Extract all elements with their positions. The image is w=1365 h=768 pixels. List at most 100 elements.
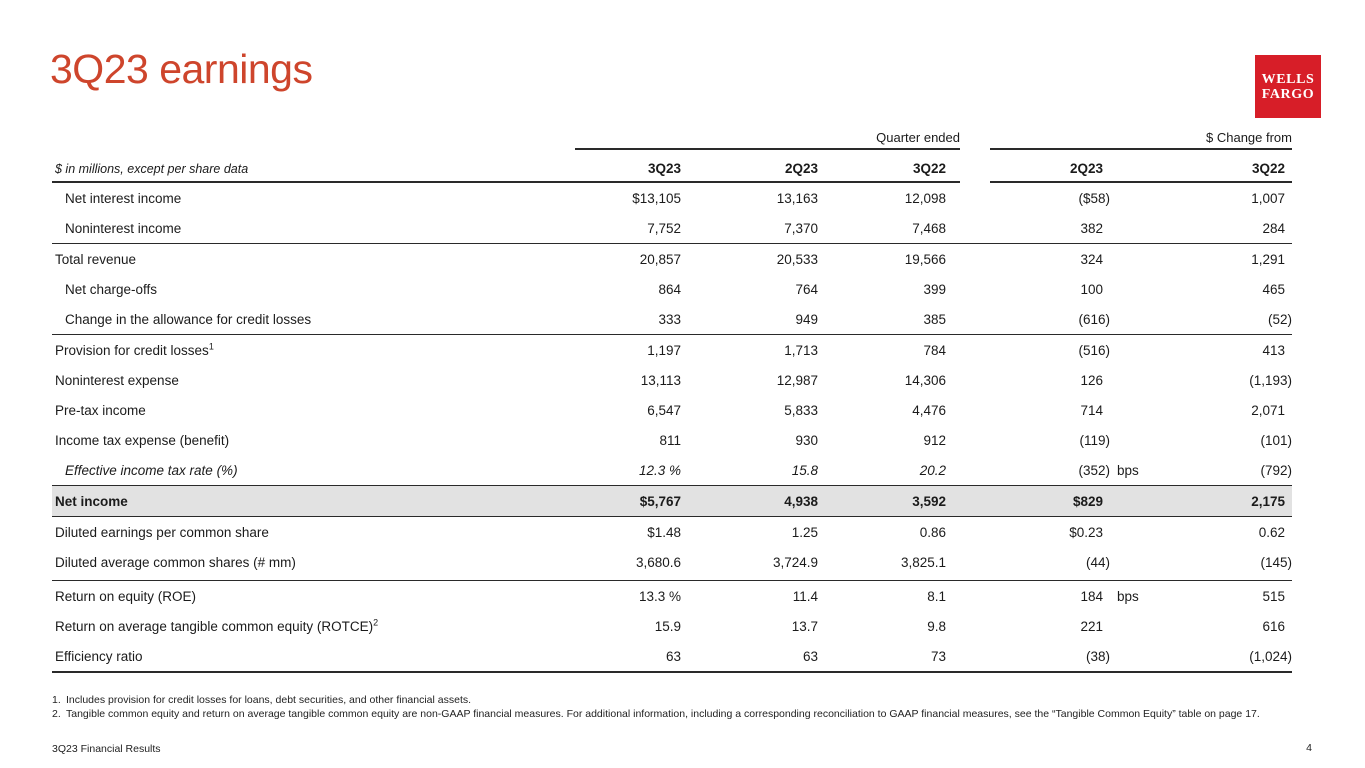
table-note: $ in millions, except per share data [55, 162, 249, 176]
row-label: Diluted average common shares (# mm) [55, 554, 296, 570]
table-row: Noninterest expense 13,113 12,987 14,306… [52, 365, 1292, 395]
cell-2q23: 20,533 [776, 251, 818, 267]
cell-3q22: 385 [923, 311, 946, 327]
row-label: Efficiency ratio [55, 648, 143, 664]
table-row: Net charge-offs 864 764 399 100 465 [52, 274, 1292, 304]
cell-chg-3q22: 2,071 [1251, 402, 1285, 418]
cell-2q23: 4,938 [784, 493, 818, 509]
column-header-row: $ in millions, except per share data 3Q2… [52, 150, 1292, 183]
cell-3q22: 0.86 [919, 524, 946, 540]
table-row: Pre-tax income 6,547 5,833 4,476 714 2,0… [52, 395, 1292, 425]
table-row: Noninterest income 7,752 7,370 7,468 382… [52, 213, 1292, 243]
cell-chg-3q22: (145) [1260, 554, 1292, 570]
cell-chg-3q22: 465 [1262, 281, 1285, 297]
row-label: Return on average tangible common equity… [55, 617, 379, 634]
col-header-2q23: 2Q23 [784, 161, 818, 176]
cell-chg-2q23: (38) [1085, 648, 1110, 664]
cell-3q23: 12.3 % [638, 462, 681, 478]
cell-chg-2q23: (44) [1085, 554, 1110, 570]
cell-chg-3q22: (101) [1260, 432, 1292, 448]
cell-3q22: 8.1 [927, 588, 946, 604]
cell-chg-3q22: 616 [1262, 618, 1285, 634]
cell-2q23: 7,370 [784, 220, 818, 236]
cell-3q22: 912 [923, 432, 946, 448]
cell-3q22: 73 [930, 648, 946, 664]
col-header-3q22: 3Q22 [912, 161, 946, 176]
table-row: Income tax expense (benefit) 811 930 912… [52, 425, 1292, 455]
cell-3q23: $5,767 [639, 493, 681, 509]
cell-chg-2q23: (352) [1078, 462, 1110, 478]
footnote-1-text: Includes provision for credit losses for… [66, 694, 472, 706]
cell-3q23: 63 [665, 648, 681, 664]
cell-3q23: 6,547 [647, 402, 681, 418]
footnote-1: 1. Includes provision for credit losses … [52, 694, 1290, 708]
cell-3q23: 13.3 % [638, 588, 681, 604]
cell-chg-3q22: 515 [1262, 588, 1285, 604]
cell-2q23: 1.25 [791, 524, 818, 540]
cell-3q22: 20.2 [919, 462, 946, 478]
footnotes: 1. Includes provision for credit losses … [52, 694, 1290, 721]
cell-2q23: 13.7 [791, 618, 818, 634]
cell-chg-2q23: $829 [1072, 493, 1103, 509]
cell-bps-unit: bps [1117, 588, 1139, 604]
row-label: Net interest income [65, 190, 182, 206]
cell-3q23: 7,752 [647, 220, 681, 236]
footnote-2-text: Tangible common equity and return on ave… [66, 707, 1260, 720]
col-header-chg-3q22: 3Q22 [1251, 161, 1285, 176]
group-header-row: Quarter ended $ Change from [52, 126, 1292, 150]
footnote-2: 2. Tangible common equity and return on … [52, 708, 1290, 722]
cell-3q23: $1.48 [647, 524, 681, 540]
cell-3q22: 3,825.1 [900, 554, 946, 570]
row-label: Provision for credit losses1 [55, 341, 214, 358]
table-row: Effective income tax rate (%) 12.3 % 15.… [52, 455, 1292, 485]
cell-3q23: 811 [659, 432, 681, 448]
cell-chg-2q23: 221 [1080, 618, 1103, 634]
cell-3q23: 864 [658, 281, 681, 297]
page-number: 4 [1306, 742, 1312, 754]
cell-chg-3q22: (52) [1267, 311, 1292, 327]
row-label: Pre-tax income [55, 402, 146, 418]
table-row: Net interest income $13,105 13,163 12,09… [52, 183, 1292, 213]
wells-fargo-logo: WELLS FARGO [1255, 55, 1321, 118]
table-row: Net income $5,767 4,938 3,592 $829 2,175 [52, 485, 1292, 516]
logo-line1: WELLS [1261, 71, 1315, 87]
group-header-change-from: $ Change from [1206, 130, 1292, 145]
cell-chg-2q23: 100 [1080, 281, 1103, 297]
cell-2q23: 3,724.9 [772, 554, 818, 570]
column-gap [953, 176, 990, 183]
table-row: Diluted average common shares (# mm) 3,6… [52, 547, 1292, 577]
cell-chg-2q23: 714 [1080, 402, 1103, 418]
cell-3q22: 399 [923, 281, 946, 297]
cell-3q22: 7,468 [912, 220, 946, 236]
row-label: Income tax expense (benefit) [55, 432, 230, 448]
col-header-3q23: 3Q23 [647, 161, 681, 176]
cell-3q22: 4,476 [912, 402, 946, 418]
cell-chg-3q22: 1,291 [1251, 251, 1285, 267]
cell-2q23: 949 [795, 311, 818, 327]
row-label: Change in the allowance for credit losse… [65, 311, 312, 327]
cell-3q22: 784 [923, 342, 946, 358]
cell-3q23: 13,113 [640, 372, 681, 388]
row-label: Return on equity (ROE) [55, 588, 197, 604]
group-underline-left [575, 148, 960, 150]
cell-chg-3q22: 2,175 [1251, 493, 1285, 509]
cell-3q23: 333 [658, 311, 681, 327]
cell-3q22: 14,306 [904, 372, 946, 388]
cell-3q23: 3,680.6 [635, 554, 681, 570]
table-row: Change in the allowance for credit losse… [52, 304, 1292, 334]
row-label: Noninterest expense [55, 372, 179, 388]
cell-2q23: 1,713 [784, 342, 818, 358]
table-row: Return on average tangible common equity… [52, 611, 1292, 641]
logo-line2: FARGO [1261, 86, 1315, 102]
cell-chg-2q23: 126 [1080, 372, 1103, 388]
cell-3q23: $13,105 [632, 190, 681, 206]
cell-2q23: 764 [795, 281, 818, 297]
bps-slot [1110, 176, 1144, 183]
table-row: Total revenue 20,857 20,533 19,566 324 1… [52, 243, 1292, 274]
cell-3q22: 3,592 [912, 493, 946, 509]
cell-chg-3q22: (792) [1260, 462, 1292, 478]
cell-chg-2q23: (516) [1078, 342, 1110, 358]
group-header-quarter-ended: Quarter ended [876, 130, 960, 145]
cell-2q23: 12,987 [776, 372, 818, 388]
